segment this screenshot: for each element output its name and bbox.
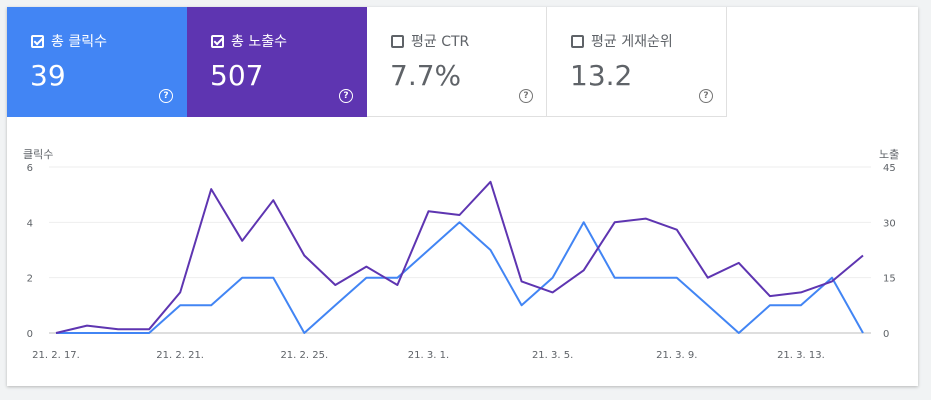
help-icon[interactable]: ?	[339, 89, 353, 103]
metric-value: 507	[210, 59, 264, 92]
left-tick-label: 6	[27, 163, 33, 174]
metric-value: 39	[30, 59, 66, 92]
right-tick-label: 15	[883, 274, 896, 285]
right-tick-label: 30	[883, 218, 896, 229]
help-icon[interactable]: ?	[519, 89, 533, 103]
checkbox-icon[interactable]	[571, 34, 584, 48]
left-tick-label: 2	[27, 274, 33, 285]
metric-total-impressions[interactable]: 총 노출수 507 ?	[187, 7, 367, 117]
metric-average-ctr[interactable]: 평균 CTR 7.7% ?	[367, 7, 547, 117]
help-icon[interactable]: ?	[159, 89, 173, 103]
checkbox-icon[interactable]	[211, 34, 224, 48]
performance-chart: 0 0 2 15 4 30 6 45 21. 2. 17. 21. 2. 21. 21. 2. 25…	[27, 163, 896, 361]
metric-label: 평균 게재순위	[591, 34, 673, 50]
performance-card: 총 클릭수 39 ? 총 노출수 507 ? 평균 CTR 7.7% ? 평균 …	[7, 7, 918, 386]
impressions-line	[55, 180, 864, 334]
left-tick-label: 0	[27, 329, 33, 340]
x-tick-label: 21. 2. 21.	[156, 350, 204, 361]
metric-label: 총 노출수	[231, 34, 287, 50]
x-tick-label: 21. 3. 13.	[777, 350, 825, 361]
metric-value: 7.7%	[390, 59, 462, 92]
right-tick-label: 0	[883, 329, 889, 340]
left-tick-label: 4	[27, 218, 33, 229]
x-tick-label: 21. 3. 9.	[656, 350, 697, 361]
x-tick-label: 21. 3. 1.	[408, 350, 449, 361]
x-tick-label: 21. 3. 5.	[532, 350, 573, 361]
help-icon[interactable]: ?	[699, 89, 713, 103]
metric-value: 13.2	[570, 59, 633, 92]
x-tick-label: 21. 2. 17.	[32, 350, 80, 361]
x-tick-label: 21. 2. 25.	[280, 350, 328, 361]
clicks-line	[56, 221, 864, 334]
right-tick-label: 45	[883, 163, 896, 174]
metric-average-position[interactable]: 평균 게재순위 13.2 ?	[547, 7, 727, 117]
left-axis-title: 클릭수	[23, 148, 54, 161]
right-axis-title: 노출	[879, 148, 900, 161]
metric-label: 평균 CTR	[411, 34, 470, 50]
metric-total-clicks[interactable]: 총 클릭수 39 ?	[7, 7, 187, 117]
checkbox-icon[interactable]	[391, 34, 404, 48]
metric-label: 총 클릭수	[51, 34, 107, 50]
checkbox-icon[interactable]	[31, 34, 44, 48]
